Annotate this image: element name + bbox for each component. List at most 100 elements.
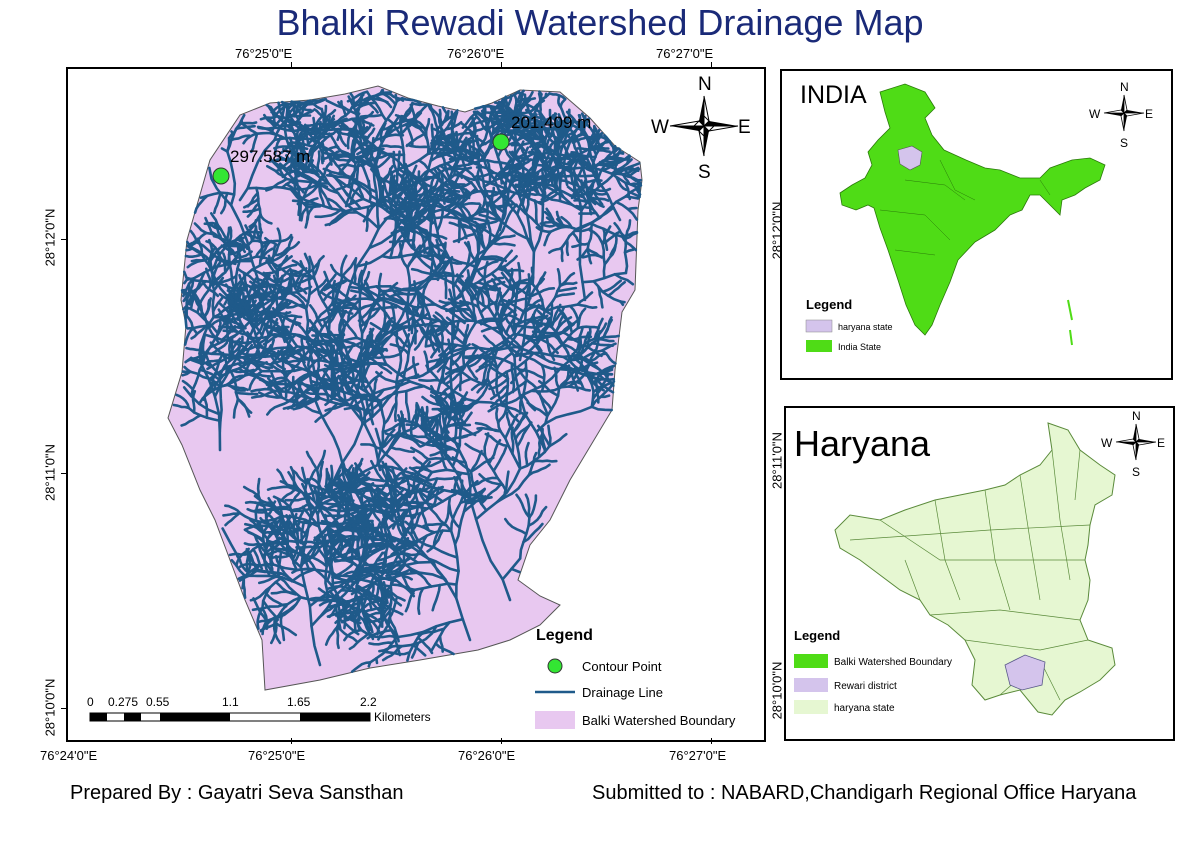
drainage-line: [510, 362, 516, 394]
drainage-line: [243, 197, 260, 209]
drainage-line: [558, 281, 578, 288]
drainage-line: [489, 234, 516, 246]
drainage-line: [518, 250, 536, 362]
drainage-line: [199, 278, 220, 298]
drainage-line: [329, 263, 349, 282]
drainage-line: [398, 424, 420, 437]
drainage-line: [259, 114, 279, 121]
drainage-line: [269, 621, 278, 645]
drainage-line: [511, 178, 531, 183]
drainage-line: [432, 167, 449, 187]
drainage-line: [566, 367, 580, 392]
drainage-line: [431, 583, 442, 612]
drainage-line: [338, 610, 362, 625]
left-lat-label-2: 28°11'0"N: [42, 444, 58, 501]
drainage-line: [525, 298, 544, 312]
drainage-line: [379, 117, 415, 132]
drainage-line: [211, 296, 224, 314]
drainage-line: [260, 239, 273, 257]
drainage-line: [505, 411, 515, 434]
drainage-line: [302, 170, 320, 176]
drainage-line: [291, 150, 309, 157]
drainage-line: [363, 516, 419, 547]
drainage-line: [477, 163, 506, 214]
drainage-line: [299, 565, 322, 667]
drainage-line: [266, 522, 303, 569]
bottom-lon-label-2: 76°25'0"E: [248, 748, 306, 763]
drainage-line: [328, 209, 347, 227]
drainage-line: [241, 123, 259, 135]
drainage-line: [439, 260, 463, 265]
drainage-line: [280, 140, 294, 154]
drainage-line: [424, 117, 431, 142]
drainage-line: [527, 451, 538, 477]
drainage-line: [250, 132, 259, 154]
drainage-line: [299, 103, 309, 118]
drainage-line: [542, 174, 559, 180]
drainage-line: [495, 407, 502, 433]
drainage-line: [435, 207, 445, 232]
drainage-line: [236, 297, 242, 322]
drainage-line: [512, 158, 526, 167]
drainage-line: [382, 650, 411, 656]
drainage-line: [513, 351, 578, 359]
drainage-line: [322, 118, 328, 134]
drainage-line: [236, 362, 268, 385]
drainage-line: [256, 607, 264, 630]
drainage-line: [273, 247, 289, 257]
drainage-line: [452, 166, 473, 177]
drainage-line: [313, 567, 343, 604]
drainage-line: [336, 506, 361, 513]
drainage-line: [365, 205, 370, 232]
drainage-line: [368, 582, 375, 612]
drainage-line: [568, 192, 588, 197]
drainage-line: [503, 517, 528, 536]
drainage-line: [314, 208, 342, 219]
drainage-line: [286, 236, 294, 252]
main-legend: Legend Contour Point Drainage Line Balki…: [535, 627, 736, 729]
haryana-legend: Legend Balki Watershed Boundary Rewari d…: [794, 628, 952, 714]
north-label: N: [698, 74, 712, 95]
drainage-line: [256, 277, 277, 290]
drainage-line: [311, 333, 332, 340]
drainage-line: [362, 610, 387, 622]
drainage-line: [232, 241, 247, 254]
drainage-line: [363, 610, 383, 626]
drainage-line: [376, 318, 393, 340]
drainage-line: [307, 254, 325, 275]
drainage-line: [358, 297, 384, 311]
drainage-line: [295, 290, 310, 304]
india-legend-haryana-symbol: [805, 319, 833, 333]
drainage-line: [614, 175, 628, 192]
drainage-line: [572, 140, 580, 158]
drainage-line: [542, 222, 560, 228]
drainage-line: [524, 189, 532, 215]
drainage-line: [203, 221, 219, 227]
haryana-east-label: E: [1157, 436, 1165, 450]
drainage-line: [276, 255, 293, 268]
drainage-line: [217, 308, 229, 329]
drainage-line: [540, 167, 547, 185]
drainage-line: [243, 320, 258, 352]
drainage-line: [466, 383, 490, 408]
drainage-line: [350, 661, 372, 673]
drainage-line: [291, 375, 299, 404]
drainage-line: [449, 332, 516, 374]
drainage-line: [488, 181, 512, 192]
drainage-line: [400, 96, 422, 105]
drainage-line: [299, 109, 315, 118]
drainage-line: [487, 397, 508, 413]
drainage-line: [452, 232, 477, 243]
drainage-line: [338, 618, 360, 636]
drainage-line: [341, 460, 352, 483]
drainage-line: [599, 394, 611, 399]
drainage-line: [325, 99, 359, 116]
drainage-line: [585, 326, 592, 350]
drainage-line: [440, 294, 463, 309]
drainage-line: [469, 296, 478, 324]
drainage-line: [375, 484, 392, 509]
drainage-line: [410, 101, 433, 108]
drainage-line: [324, 625, 339, 646]
drainage-line: [388, 618, 400, 643]
drainage-line: [366, 99, 399, 150]
